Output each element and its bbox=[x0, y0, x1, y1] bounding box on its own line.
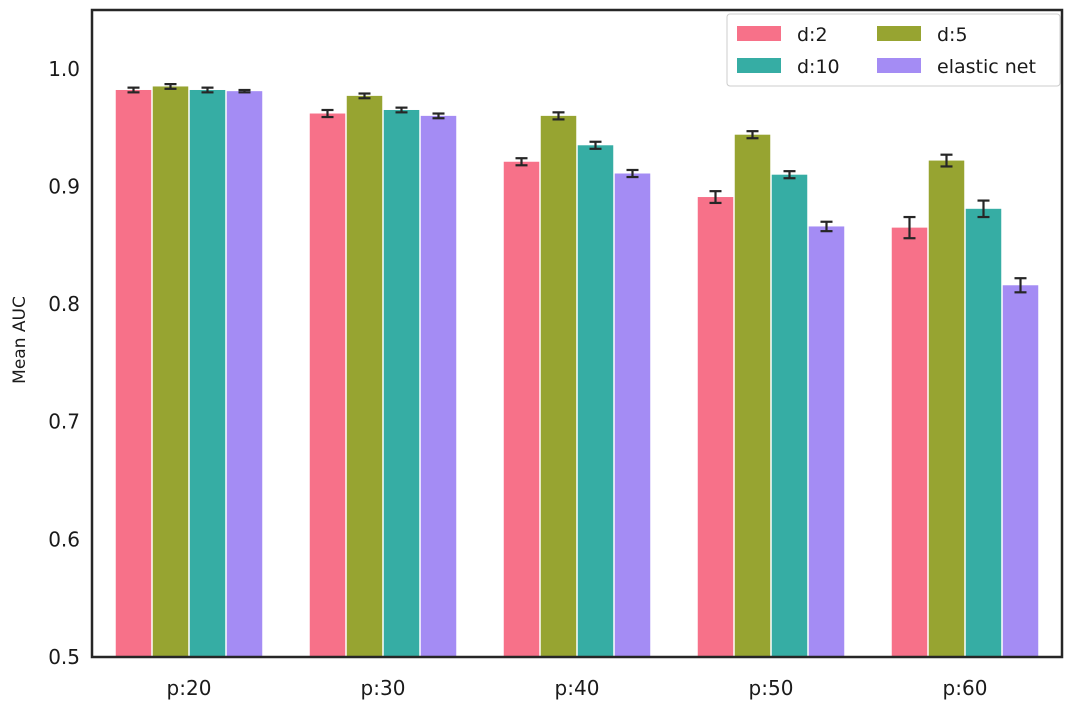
legend-swatch bbox=[877, 26, 921, 41]
y-tick-label: 0.8 bbox=[48, 292, 80, 316]
bar bbox=[1002, 285, 1039, 657]
bar bbox=[928, 160, 965, 658]
y-tick-label: 0.6 bbox=[48, 527, 80, 551]
bars-layer bbox=[115, 86, 1039, 658]
bar bbox=[734, 134, 771, 657]
bar bbox=[540, 115, 577, 657]
legend-swatch bbox=[877, 58, 921, 73]
bar bbox=[189, 89, 226, 657]
bar bbox=[577, 145, 614, 658]
bar bbox=[420, 115, 457, 657]
y-tick-label: 1.0 bbox=[48, 57, 80, 81]
legend-swatch bbox=[737, 26, 781, 41]
y-tick-label: 0.9 bbox=[48, 174, 80, 198]
plot-frame bbox=[90, 8, 1064, 659]
legend: d:2 d:5 d:10 elastic net bbox=[726, 13, 1061, 87]
x-tick-label: p:50 bbox=[749, 676, 794, 700]
bar bbox=[771, 174, 808, 657]
x-axis-ticks: p:20 p:30 p:40 p:50 p:60 bbox=[167, 676, 988, 700]
bar bbox=[503, 161, 540, 657]
bar bbox=[226, 91, 263, 658]
x-tick-label: p:20 bbox=[167, 676, 212, 700]
legend-swatch bbox=[737, 58, 781, 73]
bar bbox=[383, 109, 420, 657]
x-tick-label: p:30 bbox=[361, 676, 406, 700]
bar bbox=[309, 113, 346, 657]
legend-label: elastic net bbox=[937, 56, 1036, 78]
bar bbox=[346, 95, 383, 658]
bar bbox=[808, 226, 845, 657]
bar bbox=[614, 173, 651, 658]
x-tick-label: p:40 bbox=[555, 676, 600, 700]
legend-frame bbox=[726, 13, 1061, 87]
errorbars-layer bbox=[127, 83, 1027, 294]
bar bbox=[891, 227, 928, 658]
legend-label: d:10 bbox=[797, 56, 840, 78]
bar bbox=[152, 86, 189, 658]
legend-label: d:5 bbox=[937, 24, 968, 46]
bar bbox=[965, 208, 1002, 657]
y-axis-label: Mean AUC bbox=[10, 296, 30, 384]
x-tick-label: p:60 bbox=[943, 676, 988, 700]
y-axis-ticks: 0.5 0.6 0.7 0.8 0.9 1.0 bbox=[48, 57, 80, 669]
legend-label: d:2 bbox=[797, 24, 828, 46]
bar bbox=[115, 89, 152, 657]
y-tick-label: 0.7 bbox=[48, 410, 80, 434]
y-tick-label: 0.5 bbox=[48, 645, 80, 669]
bar bbox=[697, 197, 734, 658]
